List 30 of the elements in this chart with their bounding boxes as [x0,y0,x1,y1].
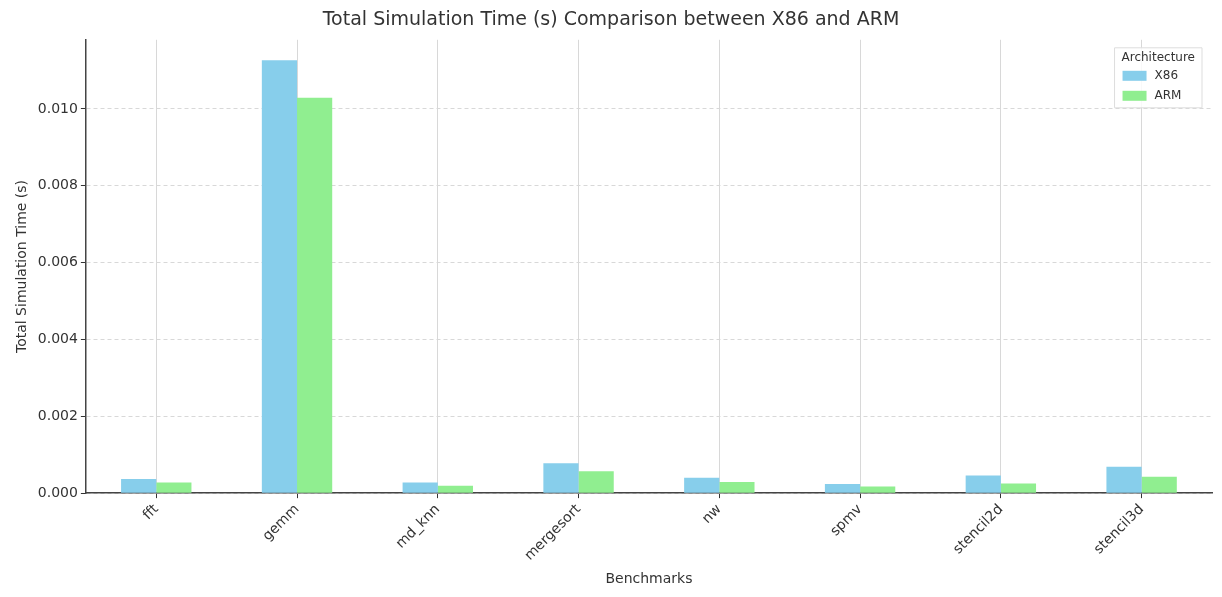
bar [543,463,579,493]
bar [156,482,192,493]
y-tick-label: 0.006 [37,253,78,270]
x-tick-label: nw [698,500,725,527]
y-axis-title: Total Simulation Time (s) [13,179,30,355]
bar [261,60,298,493]
chart-title: Total Simulation Time (s) Comparison between X86 and ARM [321,7,900,30]
bar [1106,466,1142,493]
bar [121,478,157,493]
y-tick-label: 0.004 [37,330,78,347]
bar [402,482,438,493]
x-axis-title: Benchmarks [605,570,693,587]
bar [1000,483,1037,493]
bar [1141,476,1177,493]
y-tick-label: 0.002 [37,406,78,423]
bar [719,482,755,493]
legend-label: ARM [1154,87,1182,102]
bar [578,471,614,493]
y-tick-label: 0.008 [37,176,78,193]
bar [297,97,333,493]
bar [860,486,896,493]
y-tick-label: 0.010 [37,99,78,116]
legend-label: X86 [1154,67,1179,82]
x-tick-label: fft [138,500,162,523]
y-tick-label: 0.000 [37,483,78,500]
legend-title: Architecture [1121,49,1195,64]
bar [437,485,473,493]
bar [824,483,861,493]
bar [684,477,720,493]
bar [965,475,1001,493]
